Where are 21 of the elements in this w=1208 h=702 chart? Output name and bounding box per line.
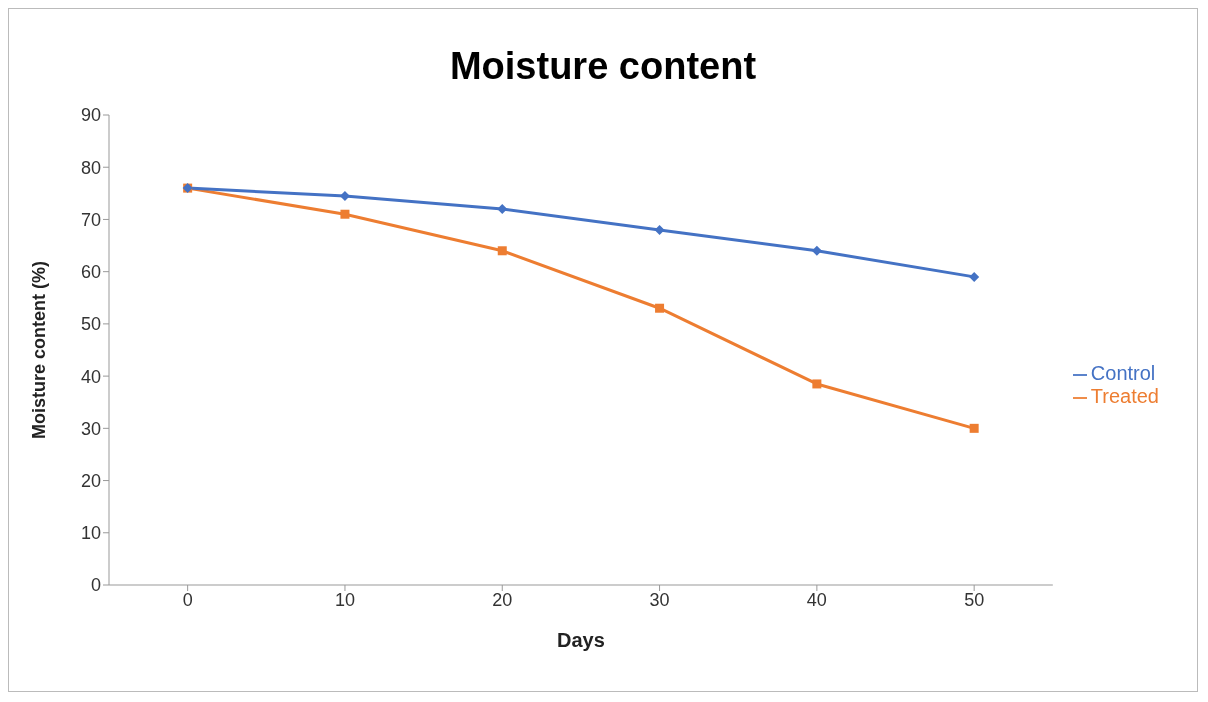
x-tick-label: 20 bbox=[492, 589, 513, 610]
y-tick-label: 0 bbox=[90, 575, 101, 596]
legend-label: Treated bbox=[1090, 385, 1159, 407]
chart-title: Moisture content bbox=[448, 45, 758, 89]
y-tick-label: 20 bbox=[80, 470, 101, 491]
x-tick-label: 30 bbox=[649, 589, 670, 610]
x-tick-label: 10 bbox=[334, 589, 355, 610]
y-axis-title: Moisture content (%) bbox=[29, 261, 50, 439]
legend-label: Control bbox=[1090, 362, 1156, 384]
x-tick-label: 50 bbox=[964, 589, 985, 610]
y-tick-label: 80 bbox=[80, 157, 101, 178]
y-tick-label: 70 bbox=[80, 209, 101, 230]
x-tick-label: 40 bbox=[806, 589, 827, 610]
x-tick-label: 0 bbox=[182, 589, 193, 610]
y-tick-label: 40 bbox=[80, 366, 101, 387]
y-tick-label: 90 bbox=[80, 105, 101, 126]
y-tick-label: 10 bbox=[80, 523, 101, 544]
y-tick-label: 60 bbox=[80, 262, 101, 283]
x-axis-title: Days bbox=[557, 629, 605, 651]
y-tick-label: 30 bbox=[80, 418, 101, 439]
y-tick-label: 50 bbox=[80, 314, 101, 335]
